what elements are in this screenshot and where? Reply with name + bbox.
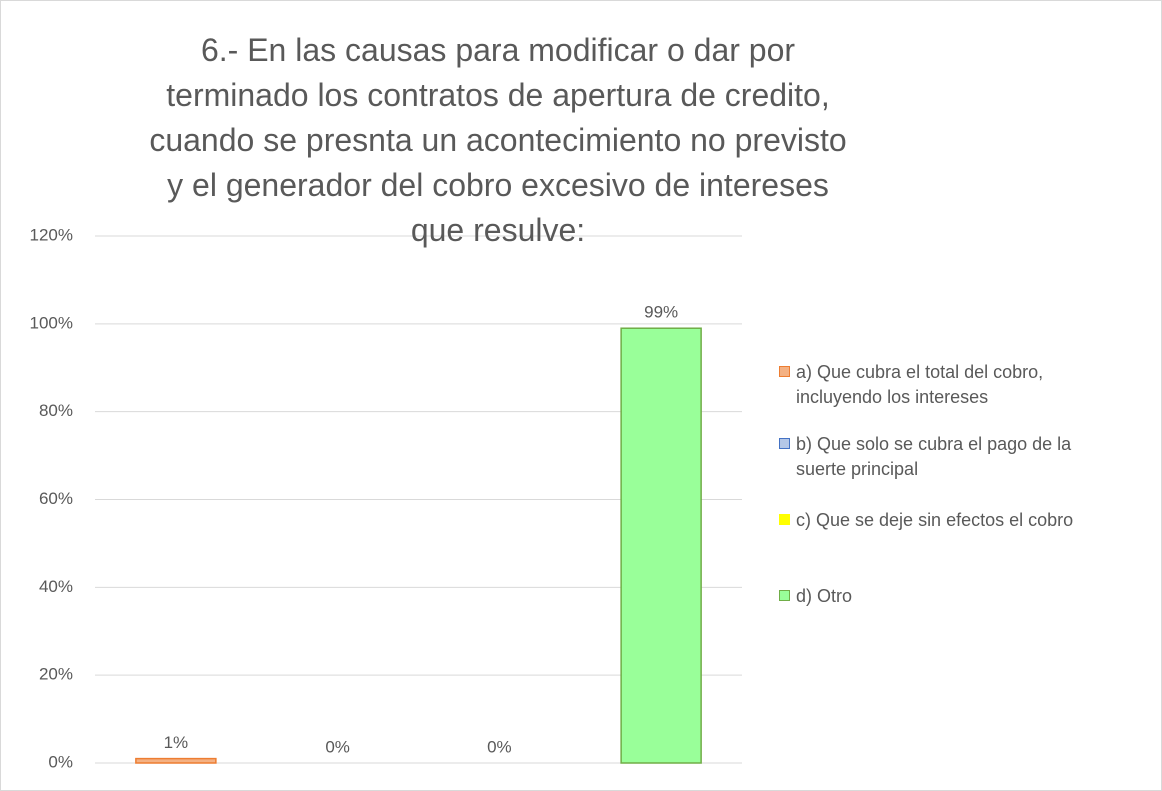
y-tick-label: 80% <box>39 401 73 420</box>
legend-label: a) Que cubra el total del cobro, incluye… <box>796 362 1044 407</box>
legend-swatch <box>779 366 790 377</box>
legend-entry: d) Otro <box>776 584 1162 609</box>
legend-swatch <box>779 514 790 525</box>
y-tick-label: 60% <box>39 489 73 508</box>
data-label: 0% <box>487 737 512 756</box>
legend-label: b) Que solo se cubra el pago de la suert… <box>796 434 1072 479</box>
legend-entry: c) Que se deje sin efectos el cobro <box>776 508 1162 533</box>
y-tick-label: 0% <box>48 752 73 771</box>
y-tick-label: 20% <box>39 665 73 684</box>
bar <box>135 757 217 764</box>
legend-entry: a) Que cubra el total del cobro, incluye… <box>776 360 1162 410</box>
data-label: 1% <box>164 733 189 752</box>
legend-entry: b) Que solo se cubra el pago de la suert… <box>776 432 1162 482</box>
chart-title: 6.- En las causas para modificar o dar p… <box>149 32 847 248</box>
legend-label: d) Otro <box>796 586 853 606</box>
legend-label: c) Que se deje sin efectos el cobro <box>796 510 1074 530</box>
y-tick-label: 40% <box>39 577 73 596</box>
legend-swatch <box>779 590 790 601</box>
bar <box>620 327 702 764</box>
data-label: 0% <box>325 737 350 756</box>
y-tick-label: 120% <box>30 225 73 244</box>
legend-swatch <box>779 438 790 449</box>
data-label: 99% <box>644 303 678 322</box>
y-tick-label: 100% <box>30 313 73 332</box>
